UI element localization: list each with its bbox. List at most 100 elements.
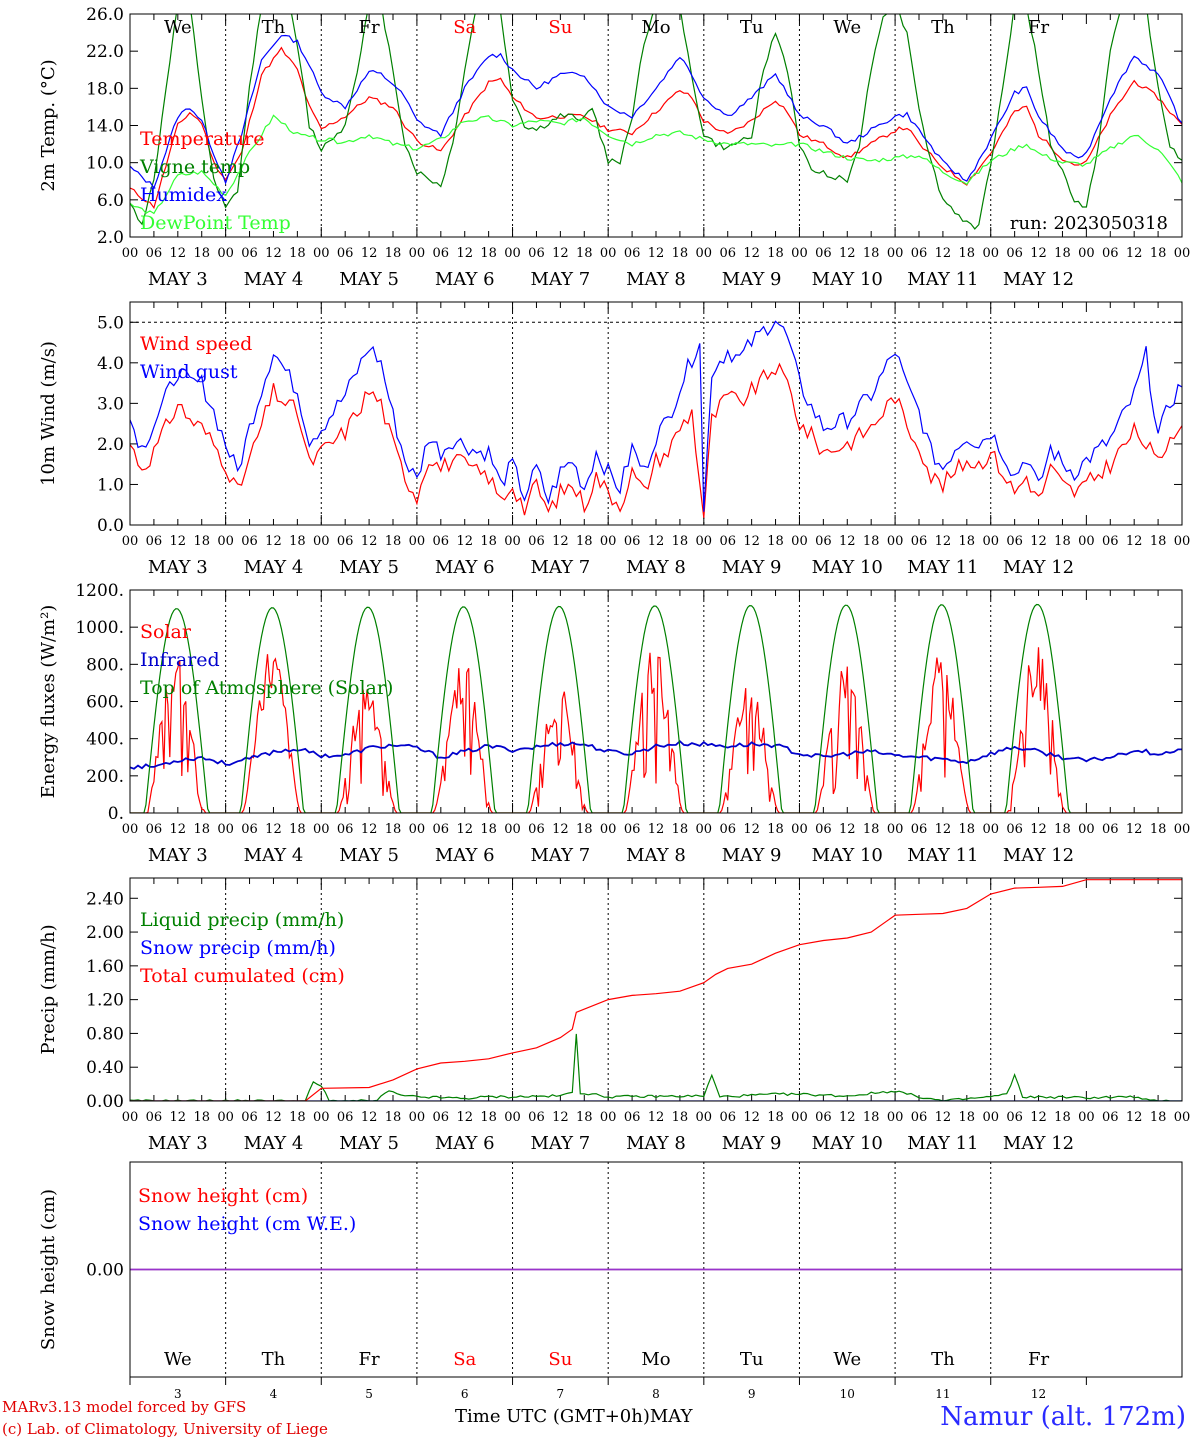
x-hour-label: 06 — [719, 1110, 736, 1125]
x-hour-label: 12 — [648, 822, 665, 837]
x-hour-label: 12 — [935, 534, 952, 549]
x-hour-label: 00 — [982, 246, 999, 261]
x-hour-label: 06 — [433, 246, 450, 261]
x-hour-label: 18 — [1054, 822, 1071, 837]
x-hour-label: 00 — [600, 822, 617, 837]
x-date-label: MAY 7 — [530, 1133, 590, 1154]
series-line-4 — [130, 114, 1182, 215]
x-hour-label: 12 — [1126, 246, 1143, 261]
x-hour-label: 06 — [146, 534, 163, 549]
x-hour-label: 06 — [624, 534, 641, 549]
series-line-3 — [130, 603, 1182, 813]
x-hour-label: 18 — [385, 534, 402, 549]
x-hour-label: 06 — [146, 822, 163, 837]
y-tick-label: 1000. — [75, 618, 124, 638]
y-tick-label: 2.0 — [97, 228, 124, 248]
x-hour-label: 12 — [265, 534, 282, 549]
x-hour-label: 18 — [385, 1110, 402, 1125]
model-credit: MARv3.13 model forced by GFS — [2, 1398, 247, 1416]
x-hour-label: 00 — [600, 246, 617, 261]
x-hour-label: 00 — [313, 246, 330, 261]
panel-frame — [129, 301, 1183, 526]
x-hour-label: 00 — [982, 534, 999, 549]
x-hour-label: 00 — [982, 1110, 999, 1125]
x-hour-label: 00 — [409, 1110, 426, 1125]
x-hour-label: 18 — [385, 246, 402, 261]
y-tick-label: 10.0 — [86, 154, 124, 174]
panel-frame — [129, 877, 1183, 1102]
x-date-label: MAY 3 — [148, 557, 208, 578]
x-hour-label: 06 — [146, 246, 163, 261]
x-hour-label: 18 — [480, 246, 497, 261]
x-hour-label: 18 — [863, 246, 880, 261]
x-hour-label: 12 — [935, 822, 952, 837]
y-tick-label: 2.0 — [97, 435, 124, 455]
weekday-label: Tu — [740, 17, 764, 38]
x-hour-label: 18 — [193, 822, 210, 837]
x-hour-label: 12 — [1030, 246, 1047, 261]
legend-entry: Infrared — [140, 649, 220, 671]
y-tick-label: 0.40 — [86, 1058, 124, 1078]
weekday-label: Fr — [1028, 1349, 1049, 1370]
x-day-number: 9 — [748, 1387, 756, 1401]
x-date-label: MAY 12 — [1003, 845, 1074, 866]
panel-frame — [129, 1161, 1183, 1378]
x-hour-label: 18 — [1054, 1110, 1071, 1125]
weekday-label: Su — [548, 17, 572, 38]
x-hour-label: 06 — [1102, 822, 1119, 837]
x-date-label: MAY 11 — [907, 845, 978, 866]
x-hour-label: 00 — [409, 246, 426, 261]
x-hour-label: 06 — [433, 1110, 450, 1125]
legend-entry: Wind speed — [140, 333, 252, 355]
x-hour-label: 12 — [648, 246, 665, 261]
x-hour-label: 00 — [122, 246, 139, 261]
x-date-label: MAY 10 — [812, 1133, 883, 1154]
x-day-number: 5 — [365, 1387, 373, 1401]
x-hour-label: 00 — [313, 534, 330, 549]
x-hour-label: 06 — [337, 534, 354, 549]
x-hour-label: 06 — [337, 246, 354, 261]
x-hour-label: 18 — [576, 822, 593, 837]
x-hour-label: 06 — [528, 534, 545, 549]
weekday-label: Mo — [641, 17, 670, 38]
x-hour-label: 00 — [313, 822, 330, 837]
x-hour-label: 00 — [887, 1110, 904, 1125]
legend-entry: Wind gust — [140, 361, 238, 383]
x-day-number: 10 — [840, 1387, 855, 1401]
x-day-number: 11 — [935, 1387, 950, 1401]
series-group — [130, 320, 1182, 518]
x-date-label: MAY 4 — [244, 1133, 304, 1154]
x-hour-label: 18 — [767, 246, 784, 261]
y-tick-label: 5.0 — [97, 313, 124, 333]
x-date-label: MAY 9 — [722, 269, 782, 290]
x-date-label: MAY 7 — [530, 557, 590, 578]
x-hour-label: 00 — [504, 534, 521, 549]
x-hour-label: 00 — [122, 1110, 139, 1125]
x-hour-label: 00 — [504, 822, 521, 837]
x-hour-label: 06 — [241, 246, 258, 261]
legend-entry: Humidex — [140, 184, 227, 206]
x-hour-label: 06 — [337, 1110, 354, 1125]
x-hour-label: 18 — [1150, 534, 1167, 549]
x-hour-label: 18 — [959, 1110, 976, 1125]
x-hour-label: 12 — [743, 534, 760, 549]
x-date-label: MAY 10 — [812, 269, 883, 290]
x-hour-label: 00 — [982, 822, 999, 837]
x-hour-label: 00 — [791, 1110, 808, 1125]
x-hour-label: 18 — [672, 534, 689, 549]
series-group — [130, 14, 1182, 230]
x-hour-label: 00 — [1078, 534, 1095, 549]
weekday-label: Tu — [740, 1349, 764, 1370]
y-tick-label: 1.0 — [97, 475, 124, 495]
x-hour-label: 06 — [1006, 246, 1023, 261]
x-hour-label: 12 — [265, 246, 282, 261]
x-date-label: MAY 7 — [530, 269, 590, 290]
x-hour-label: 12 — [361, 822, 378, 837]
x-hour-label: 12 — [170, 822, 187, 837]
x-hour-label: 18 — [959, 534, 976, 549]
station-label: Namur (alt. 172m) — [940, 1402, 1186, 1432]
x-hour-label: 18 — [193, 246, 210, 261]
x-hour-label: 00 — [122, 822, 139, 837]
y-tick-label: 0.80 — [86, 1024, 124, 1044]
x-hour-label: 06 — [911, 534, 928, 549]
